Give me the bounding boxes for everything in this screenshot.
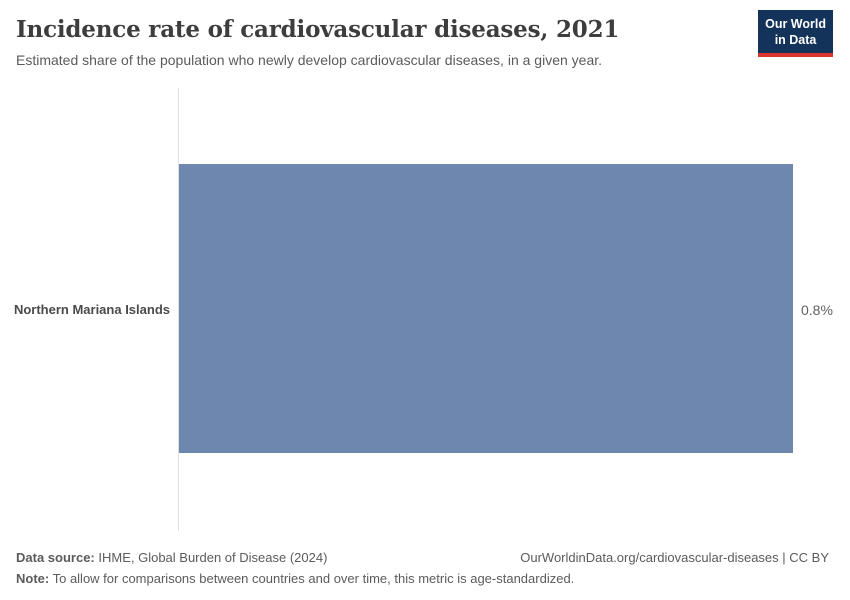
bar[interactable] [179,164,793,453]
footer-note-row: Note: To allow for comparisons between c… [16,569,829,590]
chart-subtitle: Estimated share of the population who ne… [16,52,603,68]
entity-label: Northern Mariana Islands [13,302,170,317]
chart-title: Incidence rate of cardiovascular disease… [16,16,620,43]
note-label: Note: [16,570,50,586]
data-source-text: IHME, Global Burden of Disease (2024) [94,550,328,565]
owid-logo-line2: in Data [774,33,817,48]
data-source: Data source: IHME, Global Burden of Dise… [16,548,327,569]
y-axis-line [178,88,179,531]
footer-source-row: Data source: IHME, Global Burden of Dise… [16,548,829,569]
chart-footer: Data source: IHME, Global Burden of Dise… [16,548,829,590]
bar-value-label: 0.8% [801,302,833,318]
owid-logo: Our World in Data [758,10,833,57]
owid-url-link[interactable]: OurWorldinData.org/cardiovascular-diseas… [520,550,829,565]
data-source-label: Data source: [16,550,95,565]
owid-logo-line1: Our World [765,17,826,31]
note-text: To allow for comparisons between countri… [49,570,575,586]
bar-track [179,164,793,453]
